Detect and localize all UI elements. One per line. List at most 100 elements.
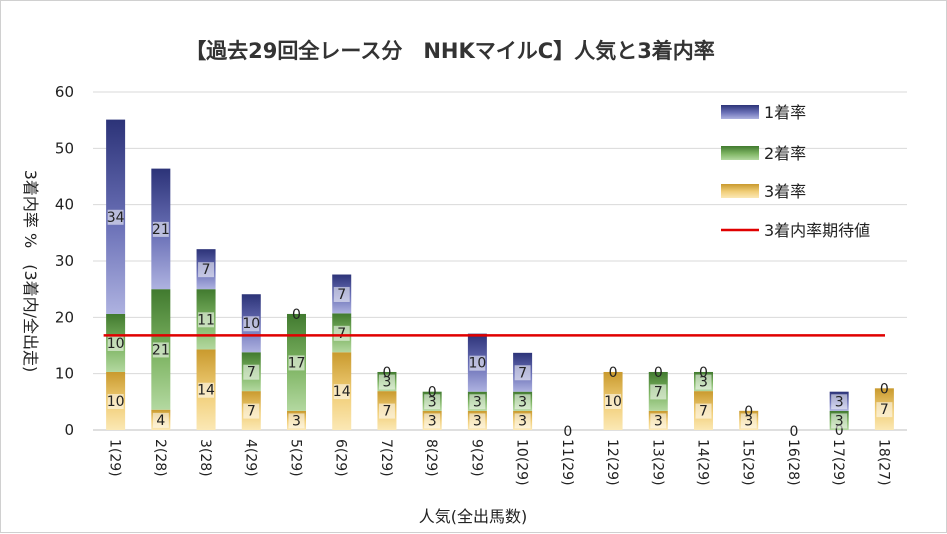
x-tick-label: 9(29) — [468, 439, 484, 477]
data-label-bg — [514, 413, 531, 429]
gridlines — [93, 91, 907, 431]
data-label-bg — [740, 413, 757, 429]
data-label-bg — [198, 262, 215, 278]
data-label-bg — [650, 384, 667, 400]
x-tick-label: 18(27) — [875, 439, 891, 486]
data-label: 7 — [699, 404, 708, 420]
data-label: 3 — [518, 394, 527, 410]
x-tick-label: 5(29) — [288, 439, 304, 477]
data-label: 21 — [152, 342, 170, 358]
data-label: 0 — [292, 307, 301, 323]
data-label: 0 — [699, 365, 708, 381]
data-label: 3 — [699, 375, 708, 391]
data-label: 21 — [152, 222, 170, 238]
data-label-bg — [876, 402, 893, 418]
data-label-bg — [378, 403, 395, 419]
x-tick-label: 6(29) — [333, 439, 349, 477]
data-label-bg — [831, 413, 848, 429]
data-label: 0 — [789, 424, 798, 440]
y-tick-label: 30 — [55, 252, 74, 270]
legend-swatch-3 — [721, 184, 759, 198]
data-label-bg — [107, 393, 124, 409]
data-label: 0 — [880, 381, 889, 397]
x-tick-label: 2(28) — [152, 439, 168, 477]
data-label-bg — [695, 403, 712, 419]
data-label-bg — [198, 382, 215, 398]
data-label: 3 — [292, 413, 301, 429]
y-tick-label: 40 — [55, 196, 74, 214]
data-label: 10 — [107, 394, 125, 410]
x-tick-label: 3(28) — [197, 439, 213, 477]
x-tick-label: 10(29) — [514, 439, 530, 486]
y-axis-label: 3着内率 % (3着内/全出走) — [21, 170, 40, 373]
legend-swatch-2 — [721, 146, 759, 160]
data-label: 7 — [518, 365, 527, 381]
data-label: 3 — [382, 375, 391, 391]
data-label: 7 — [880, 402, 889, 418]
data-label: 3 — [428, 394, 437, 410]
data-label-bg — [288, 355, 305, 371]
x-axis-label: 人気(全出馬数) — [419, 507, 528, 526]
data-label: 7 — [337, 326, 346, 342]
data-label-bg — [514, 365, 531, 381]
data-label: 11 — [197, 312, 215, 328]
legend-label-1: 1着率 — [764, 103, 806, 122]
data-label: 0 — [382, 365, 391, 381]
x-tick-label: 13(29) — [649, 439, 665, 486]
data-label: 0 — [654, 365, 663, 381]
data-label-bg — [152, 342, 169, 358]
data-label-bg — [152, 221, 169, 237]
data-label: 10 — [107, 336, 125, 352]
y-tick-label: 0 — [64, 421, 74, 439]
data-label-bg — [243, 403, 260, 419]
data-label: 7 — [337, 287, 346, 303]
data-label-bg — [243, 364, 260, 380]
data-label-bg — [424, 413, 441, 429]
data-label-bg — [152, 412, 169, 428]
data-labels: 1010344212114117771031701477730330331033… — [107, 209, 893, 440]
x-tick-label: 17(29) — [830, 439, 846, 486]
x-tick-label: 4(29) — [242, 439, 258, 477]
data-label: 3 — [654, 413, 663, 429]
x-tick-label: 7(29) — [378, 439, 394, 477]
data-label: 4 — [156, 413, 165, 429]
data-label: 17 — [288, 355, 306, 371]
data-label: 10 — [604, 394, 622, 410]
data-label: 3 — [518, 413, 527, 429]
data-label: 7 — [247, 365, 256, 381]
data-label-bg — [469, 413, 486, 429]
data-label: 10 — [468, 356, 486, 372]
data-label-bg — [243, 316, 260, 332]
bars — [106, 119, 894, 430]
x-tick-label: 12(29) — [604, 439, 620, 486]
data-label-bg — [605, 393, 622, 409]
data-label-bg — [333, 384, 350, 400]
data-label-bg — [333, 286, 350, 302]
legend: 1着率 2着率 3着率 3着内率期待値 — [721, 103, 870, 240]
data-label: 3 — [473, 413, 482, 429]
data-label: 7 — [247, 404, 256, 420]
legend-label-2: 2着率 — [764, 144, 806, 163]
data-label: 0 — [835, 423, 844, 439]
legend-label-line: 3着内率期待値 — [764, 221, 870, 240]
data-label: 0 — [744, 404, 753, 420]
x-tick-label: 11(29) — [559, 439, 575, 486]
data-label-bg — [424, 394, 441, 410]
data-label-bg — [333, 325, 350, 341]
data-label-bg — [198, 312, 215, 328]
data-label: 3 — [744, 413, 753, 429]
y-axis-ticks: 0 10 20 30 40 50 60 — [55, 83, 74, 439]
data-label-bg — [469, 355, 486, 371]
x-tick-label: 15(29) — [740, 439, 756, 486]
data-label: 14 — [333, 384, 351, 400]
y-tick-label: 10 — [55, 365, 74, 383]
y-tick-label: 20 — [55, 308, 74, 326]
data-label-bg — [378, 374, 395, 390]
data-label: 7 — [654, 384, 663, 400]
data-label: 7 — [382, 404, 391, 420]
chart-title: 【過去29回全レース分 NHKマイルC】人気と3着内率 — [185, 39, 715, 63]
data-label-bg — [514, 394, 531, 410]
data-label-bg — [107, 209, 124, 225]
